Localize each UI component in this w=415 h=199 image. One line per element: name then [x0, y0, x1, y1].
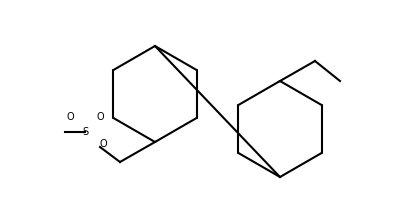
- Text: S: S: [82, 127, 88, 137]
- Text: O: O: [66, 112, 74, 122]
- Text: O: O: [99, 139, 107, 149]
- Text: O: O: [96, 112, 104, 122]
